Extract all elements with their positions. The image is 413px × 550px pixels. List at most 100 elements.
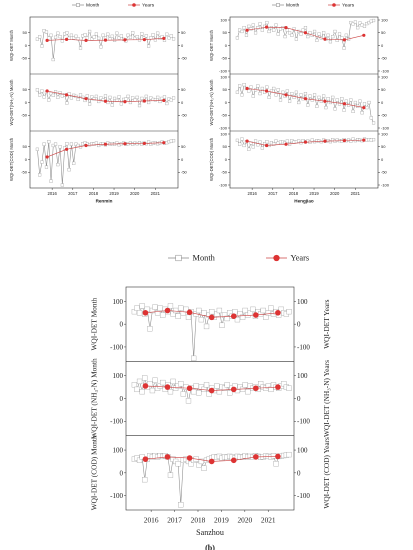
series-years-point — [362, 106, 366, 110]
series-month-point — [285, 89, 289, 93]
series-years-point — [164, 454, 171, 460]
series-month-point — [322, 94, 326, 98]
panel-3: -100 -100 -50 -50 0 0 50 50 100 100 WQI-DET(COD) M… — [209, 130, 390, 187]
series-month-point — [267, 95, 271, 99]
series-years-point — [264, 89, 269, 93]
series-month-point — [335, 98, 339, 102]
series-month-point — [249, 141, 253, 145]
x-tick-label: 2017 — [167, 516, 182, 525]
x-tick-label: 2021 — [261, 516, 276, 525]
series-years-point — [284, 93, 288, 97]
series-month-point — [185, 314, 192, 320]
series-month-point — [303, 92, 308, 96]
y-axis-label: WQI-DET(NH₃-N) Month — [209, 79, 214, 126]
y-tick-label: -100 — [219, 125, 228, 130]
series-month-point — [193, 383, 199, 389]
series-years-point — [45, 155, 49, 159]
series-month-line — [37, 140, 174, 186]
y-tick-label: 100 — [220, 17, 227, 22]
series-month-point — [272, 86, 276, 91]
series-years-point — [208, 314, 215, 321]
series-month-point — [247, 24, 251, 28]
series-month-point — [285, 139, 289, 143]
series-month-point — [149, 387, 156, 394]
y2-tick-label: 100 — [297, 298, 308, 306]
series-month-point — [272, 28, 276, 32]
y-tick-label: 50 — [223, 144, 228, 149]
series-month-point — [365, 106, 369, 110]
series-month-point — [362, 102, 367, 106]
series-month-point — [119, 34, 123, 38]
y-tick-label: 0 — [120, 469, 124, 477]
y-tick-label: -100 — [110, 343, 123, 351]
series-month-point — [209, 309, 215, 315]
y-tick-label: -50 — [21, 56, 28, 61]
series-month-point — [331, 34, 335, 39]
series-month-point — [337, 102, 342, 106]
series-month-point — [242, 26, 246, 30]
series-month-point — [169, 34, 173, 38]
series-month-point — [315, 104, 319, 108]
series-month-point — [240, 93, 244, 97]
series-month-point — [358, 21, 362, 25]
y2-tick-label: -50 — [181, 113, 188, 118]
series-month-point — [58, 145, 62, 149]
series-years-point — [103, 38, 108, 42]
series-month-point — [258, 92, 262, 96]
series-month-point — [106, 32, 110, 36]
chart-sanzhou: Month Years -100 -100 0 0 100 100 WQI-DET Month W… — [90, 253, 331, 550]
series-month-point — [67, 92, 71, 96]
series-month-point — [126, 94, 130, 98]
y2-axis-label: WQI-DET (NH₃-N) Years — [322, 360, 331, 437]
y2-tick-label: -50 — [381, 56, 388, 61]
series-years-point — [162, 98, 166, 103]
series-month-point — [239, 386, 246, 393]
series-years-point — [253, 385, 259, 392]
y2-tick-label: -100 — [297, 492, 310, 500]
series-month-point — [312, 93, 317, 97]
series-month-point — [371, 18, 376, 23]
x-axis: 2016 2017 2018 2019 2020 2021 Hengjiao — [247, 188, 361, 203]
panel-1: -100 -100 -50 -50 0 0 50 50 100 100 WQI-DET Month — [209, 17, 390, 73]
series-month-point — [265, 140, 269, 144]
series-month-point — [40, 89, 44, 93]
series-month-point — [369, 116, 373, 120]
series-month-point — [58, 34, 62, 39]
series-month-point — [299, 93, 303, 97]
y2-tick-label: 0 — [381, 100, 384, 105]
series-month-point — [263, 314, 269, 320]
series-month-point — [312, 29, 317, 34]
y2-tick-label: -50 — [381, 113, 388, 118]
series-month-point — [317, 32, 321, 36]
series-years-point — [162, 141, 166, 145]
series-years-point — [264, 25, 269, 29]
series-month-point — [203, 382, 210, 388]
series-month-point — [335, 38, 339, 42]
series-month-point — [152, 304, 158, 310]
legend-years-label: Years — [142, 2, 155, 8]
x-tick-label: 2018 — [289, 191, 299, 196]
series-month-point — [249, 27, 253, 31]
series-month-point — [322, 31, 326, 35]
y2-tick-label: 0 — [297, 395, 301, 403]
series-month-point — [328, 100, 333, 105]
series-month-point — [274, 139, 278, 143]
series-month-point — [49, 33, 53, 37]
series-month-point — [167, 472, 174, 478]
y2-tick-label: 50 — [181, 144, 186, 149]
series-month-point — [136, 310, 143, 316]
series-month-point — [371, 138, 376, 142]
series-month-point — [158, 99, 162, 104]
x-axis-label: Renmin — [96, 198, 113, 203]
series-years-point — [164, 384, 171, 390]
series-month-point — [134, 386, 140, 393]
series-month-point — [67, 168, 71, 172]
series-years-point — [164, 307, 171, 314]
series-month-point — [152, 377, 158, 383]
series-month-point — [135, 95, 139, 99]
y-axis-label: WQI-DET(COD) Month — [9, 137, 14, 181]
y2-tick-label: -50 — [181, 170, 188, 175]
series-month-point — [157, 305, 163, 311]
